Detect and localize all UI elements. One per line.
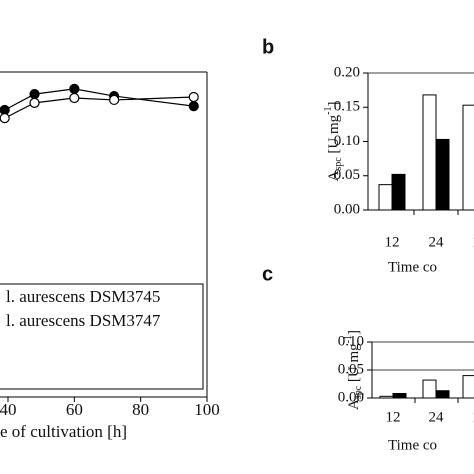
bar: [435, 138, 450, 211]
x-axis-label: e of cultivation [h]: [0, 422, 127, 441]
x-tick-label: 12: [385, 234, 400, 250]
point: [69, 83, 80, 95]
x-tick-label: 60: [66, 400, 83, 419]
y-label-end: ]: [346, 330, 362, 335]
y-label-sup: -1: [343, 335, 354, 343]
x-tick-label: 40: [0, 400, 17, 419]
y-label-sup: -1: [323, 106, 334, 114]
bar: [379, 395, 394, 399]
y-axis-label: Aspc [U mg-1]: [323, 101, 344, 181]
bar: [462, 375, 474, 399]
y-label-sub: spc: [353, 385, 364, 399]
point: [29, 88, 40, 100]
y-label-main: A: [346, 399, 362, 410]
bar: [422, 94, 437, 211]
panel-label: c: [262, 263, 273, 285]
bar: [435, 390, 450, 399]
bar: [391, 173, 406, 211]
legend-label: l. aurescens DSM3745: [6, 287, 160, 306]
y-axis-label: Aspc [U mg-1]: [343, 330, 364, 410]
y-label-rest: [U mg: [346, 343, 362, 386]
x-axis-label: Time co: [388, 437, 437, 453]
y-tick-label: 0.20: [334, 64, 360, 80]
bar: [422, 379, 437, 399]
x-tick-label: 24: [429, 409, 445, 425]
x-tick-label: 1: [472, 234, 474, 250]
point: [0, 113, 10, 124]
y-label-rest: [U mg: [326, 114, 342, 157]
y-tick-label: 0.10: [334, 133, 360, 149]
y-tick-label: 0.10: [338, 333, 364, 349]
y-tick-label: 0.05: [338, 361, 364, 377]
y-tick-label: 0.00: [338, 389, 364, 405]
point: [29, 97, 40, 108]
x-tick-label: 100: [194, 400, 220, 419]
x-tick-label: 24: [429, 234, 445, 250]
y-tick-label: 0.15: [334, 99, 360, 115]
y-label-sub: spc: [333, 157, 344, 171]
y-label-main: A: [326, 171, 342, 182]
point: [69, 92, 80, 104]
bar: [392, 393, 407, 399]
x-axis-label: Time co: [388, 259, 437, 275]
y-label-end: ]: [326, 101, 342, 106]
panel-label: b: [262, 36, 274, 58]
legend-label: l. aurescens DSM3747: [6, 311, 161, 330]
legend-box: [0, 283, 204, 390]
point: [188, 101, 199, 112]
x-tick-label: 12: [386, 409, 401, 425]
bar: [378, 184, 393, 211]
point: [188, 91, 199, 103]
x-tick-label: 1: [472, 409, 474, 425]
x-tick-label: 80: [132, 400, 149, 419]
bar: [462, 104, 474, 211]
y-tick-label: 0.05: [334, 167, 360, 183]
point: [109, 94, 120, 106]
y-tick-label: 0.00: [334, 201, 360, 217]
